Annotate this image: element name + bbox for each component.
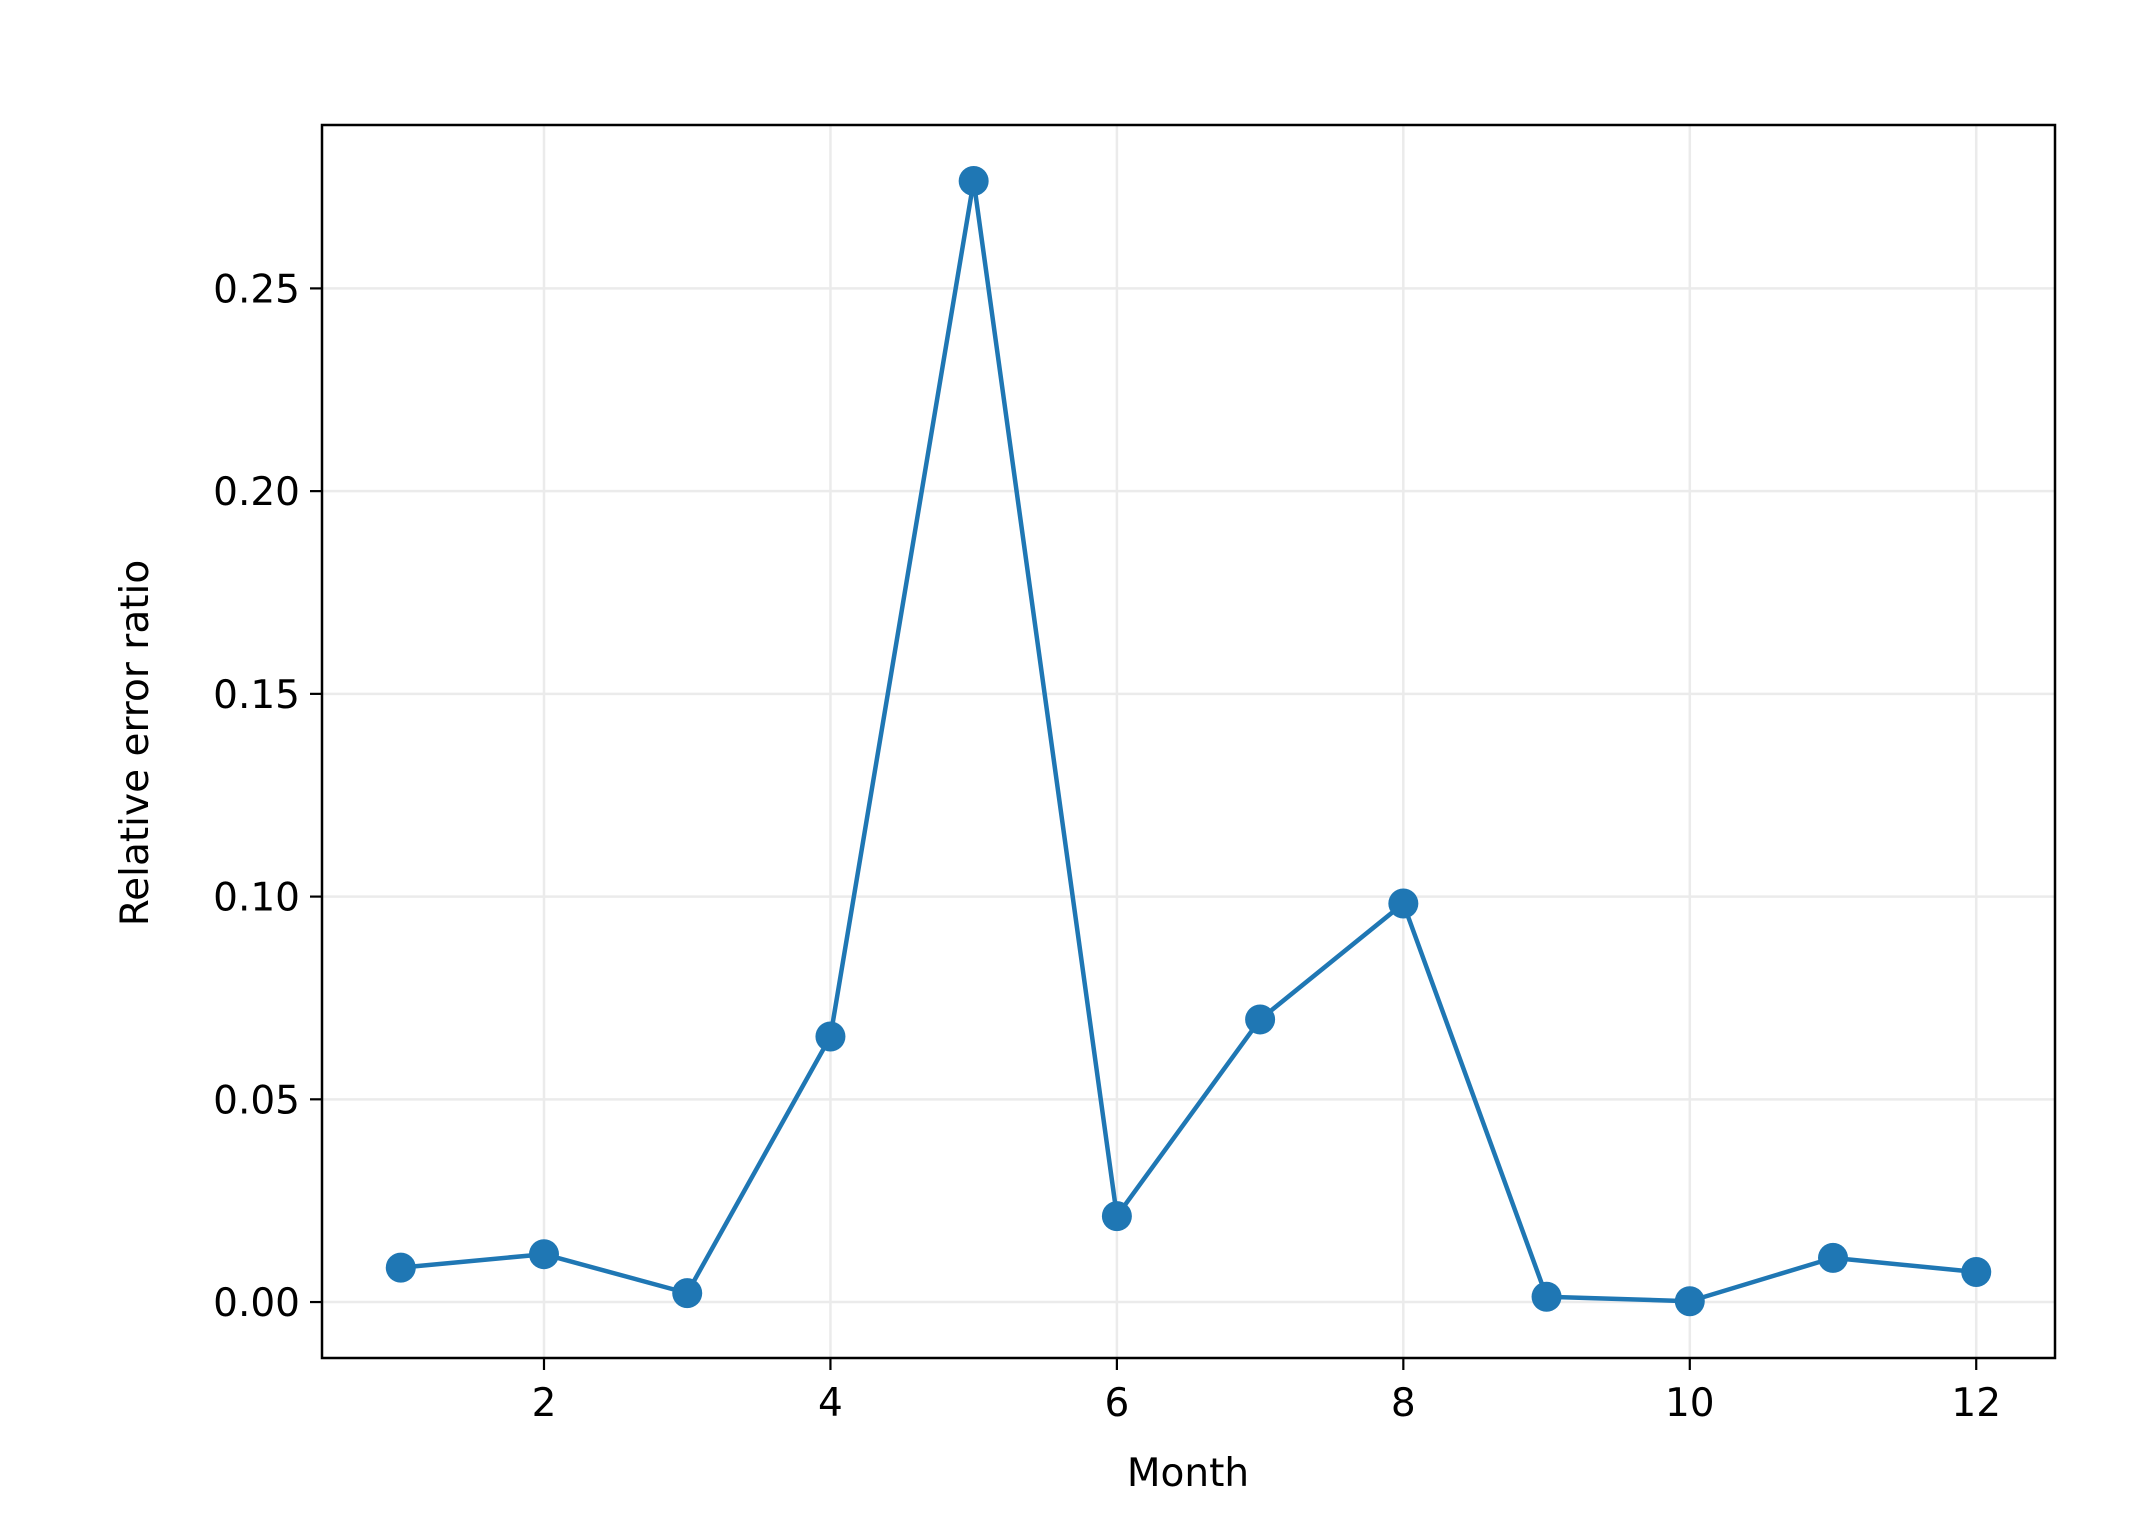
- y-tick-label: 0.10: [213, 876, 300, 921]
- data-point: [1531, 1281, 1562, 1312]
- x-tick-label: 10: [1665, 1381, 1715, 1426]
- x-tick-label: 8: [1391, 1381, 1416, 1426]
- x-axis: 2 4 6 8 10 12: [532, 1358, 2001, 1426]
- x-tick-label: 6: [1104, 1381, 1129, 1426]
- x-tick-label: 2: [532, 1381, 557, 1426]
- x-tick-label: 4: [818, 1381, 843, 1426]
- x-tick-label: 12: [1951, 1381, 2001, 1426]
- y-tick-label: 0.25: [213, 267, 300, 312]
- data-point: [672, 1278, 703, 1309]
- y-tick-label: 0.05: [213, 1078, 300, 1123]
- data-point: [1674, 1286, 1705, 1317]
- data-point: [815, 1021, 846, 1052]
- y-axis-label: Relative error ratio: [113, 560, 158, 926]
- series-line: [400, 178, 1977, 1304]
- data-point: [1388, 888, 1419, 919]
- data-point: [1101, 1201, 1132, 1232]
- y-tick-label: 0.00: [213, 1281, 300, 1326]
- series-layer: [385, 165, 1992, 1317]
- data-point: [528, 1239, 559, 1270]
- data-point: [958, 165, 989, 196]
- plot-frame: [320, 123, 2057, 1360]
- x-axis-label: Month: [1127, 1451, 1249, 1496]
- data-point: [1245, 1004, 1276, 1035]
- data-point: [1818, 1242, 1849, 1273]
- y-axis: 0.00 0.05 0.10 0.15 0.20 0.25: [213, 267, 322, 1326]
- data-point: [385, 1252, 416, 1283]
- y-tick-label: 0.20: [213, 470, 300, 515]
- grid: [322, 125, 2055, 1358]
- data-point: [1961, 1257, 1992, 1288]
- y-tick-label: 0.15: [213, 673, 300, 718]
